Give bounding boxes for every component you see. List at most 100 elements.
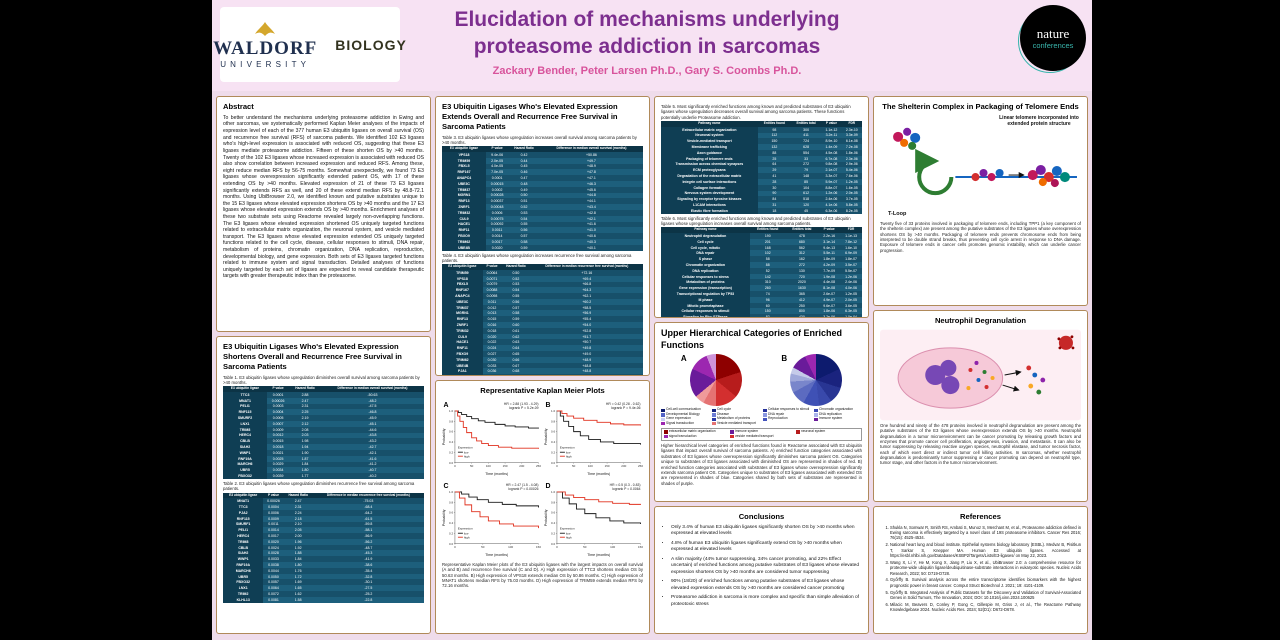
table-cell: 4.5e-08 — [821, 149, 842, 156]
svg-text:150: 150 — [503, 464, 508, 468]
table-cell: 4.9e-07 — [818, 296, 841, 303]
svg-text:1.0: 1.0 — [449, 490, 453, 494]
table-cell: 0.0017 — [263, 533, 284, 539]
shelterin-diagram-art — [893, 127, 1077, 195]
table-header-row: Pathway name Entities found Entities total… — [661, 227, 862, 234]
table-cell: 0.00026 — [263, 498, 284, 505]
table-cell: 0.0009 — [267, 426, 290, 433]
table-cell: +48.8 — [530, 374, 643, 375]
table-cell: -27.5 — [312, 585, 424, 592]
table-cell: 150 — [757, 138, 791, 145]
svg-text:0.6: 0.6 — [449, 511, 453, 515]
poster-title-line-1: Elucidation of mechanisms underlying — [454, 8, 840, 31]
table-cell: 0.0024 — [263, 544, 284, 551]
table-6-grid: Pathway name Entities found Entities total… — [661, 227, 862, 317]
table-row: MNAT1 0.00026 2.47 -48.2 — [223, 397, 424, 404]
table-cell: 2.31 — [283, 504, 313, 510]
table-row: PJA1 0.036 0.68 +48.8 — [442, 368, 643, 375]
svg-text:0.8: 0.8 — [551, 501, 555, 505]
svg-text:0.6: 0.6 — [551, 430, 555, 434]
table-5: Pathway name Entities found Entities total… — [661, 121, 862, 214]
svg-text:logrank P = 0.00026: logrank P = 0.00026 — [508, 487, 538, 491]
svg-text:100: 100 — [610, 545, 615, 549]
table-cell: KLHL13 — [223, 596, 264, 603]
table-row: TRIM8 0.0020 1.96 -56.2 — [223, 538, 424, 545]
table-cell: TRIM8 — [223, 538, 264, 545]
table-cell: PELI1 — [223, 527, 264, 534]
km-caption: Representative Kaplan Meier plots of the… — [442, 562, 643, 589]
table-row: SMURF1 0.0011 2.10 -59.8 — [223, 521, 424, 528]
table-row: SMURF2 0.0005 2.19 -45.9 — [223, 415, 424, 421]
table-cell: 0.0081 — [263, 596, 284, 603]
svg-text:logrank P = 5.2e-09: logrank P = 5.2e-09 — [509, 406, 539, 410]
table-cell: Elastic fibre formation — [661, 207, 758, 214]
table-cell: 720 — [785, 273, 819, 280]
table-cell: ZNRF1 — [442, 204, 487, 210]
legend-label: Cell-cell communication — [666, 407, 701, 412]
svg-text:D: D — [545, 483, 550, 490]
table-header-row: E3 ubiquitin ligase P value Hazard Ratio Di… — [442, 146, 643, 152]
table-cell: 0.015 — [482, 316, 502, 323]
table-row: TRIM37 0.012 0.57 +58.5 — [442, 304, 643, 311]
legend-item: Immune system — [814, 416, 862, 421]
table-row: Axon guidance 88 554 4.5e-08 1.8e-06 — [661, 149, 862, 156]
table-cell: 2.24 — [283, 509, 313, 516]
table-cell: Degradation of the extracellular matrix — [661, 173, 758, 179]
pie-a-label: A — [680, 354, 687, 364]
table-1: E3 ubiquitin ligase P value Hazard Ratio Di… — [223, 386, 424, 479]
table-cell: TRIM62 — [442, 356, 483, 363]
table-cell: 0.0009 — [263, 515, 284, 522]
table-cell: -22.8 — [312, 596, 424, 603]
table-row: WWP1 0.0033 1.84 -41.9 — [223, 556, 424, 563]
legend-item: Cell cycle — [712, 407, 760, 413]
table-cell: 0.61 — [501, 327, 531, 334]
pie-a-wrap: A — [680, 354, 742, 407]
column-header: P value — [263, 492, 284, 499]
table-cell: 0.62 — [501, 333, 531, 340]
shelterin-protein-cluster — [893, 127, 921, 150]
table-cell: -48.7 — [312, 544, 424, 551]
table-cell: MNAT1 — [223, 397, 268, 404]
svg-text:0.0: 0.0 — [449, 542, 453, 546]
svg-text:Expression: Expression — [458, 446, 473, 450]
km-grid: 0.0 0.2 0.4 0.6 0.8 1.0 0 50 100 150 200 250 A HR = 2… — [442, 399, 643, 560]
table-cell: 0.0020 — [263, 538, 284, 545]
svg-text:0.4: 0.4 — [449, 522, 453, 526]
released-granules — [1026, 365, 1046, 395]
table-row: ZNRF1 0.016 0.60 +54.0 — [442, 322, 643, 328]
column-header: E3 ubiquitin ligase — [223, 386, 268, 392]
table-cell: RNF11 — [442, 345, 483, 352]
table-3: E3 ubiquitin ligase P value Hazard Ratio Di… — [442, 146, 643, 251]
table-cell: 96 — [749, 296, 786, 303]
table-cell: 5.4e-06 — [841, 167, 862, 174]
table-cell: 0.0025 — [267, 455, 290, 462]
legend-swatch — [712, 408, 716, 413]
table-cell: +44.1 — [539, 198, 643, 205]
table-row: TRIM37 0.0002 0.49 +45.6 — [442, 186, 643, 193]
table-cell: +60.2 — [530, 298, 643, 305]
table-cell: 0.0039 — [267, 473, 290, 479]
svg-text:1.0: 1.0 — [551, 409, 555, 413]
poster-header: WALDORF UNIVERSITY BIOLOGY Elucidation o… — [212, 0, 1092, 91]
poster-title-block: Elucidation of mechanisms underlying pro… — [407, 6, 887, 77]
pie-b-label: B — [781, 354, 788, 364]
table-cell: 310 — [749, 279, 786, 286]
table-cell: 25 — [757, 155, 791, 162]
table-cell: 1.69 — [283, 579, 313, 586]
column-header: P value — [482, 264, 502, 270]
table-cell: UBE4B — [442, 244, 487, 251]
table-cell: 0.027 — [482, 351, 502, 357]
table-cell: 0.030 — [482, 356, 502, 363]
table-row: UBR5 0.0050 1.72 -32.8 — [223, 573, 424, 580]
svg-text:0.2: 0.2 — [449, 450, 453, 454]
table-row: PELI1 0.0003 2.31 -47.5 — [223, 403, 424, 410]
table-cell: 41 — [757, 173, 791, 179]
svg-text:0.6: 0.6 — [551, 511, 555, 515]
table-3-grid: E3 ubiquitin ligase P value Hazard Ratio Di… — [442, 146, 643, 251]
legend-item: DNA repair — [763, 412, 811, 417]
table-cell: 88 — [757, 149, 791, 156]
table-cell: PJA1 — [442, 368, 483, 375]
table-cell: +49.0 — [530, 351, 643, 357]
table-cell: 724 — [790, 138, 822, 145]
table-row: ZNRF1 0.00048 0.52 +43.4 — [442, 204, 643, 210]
